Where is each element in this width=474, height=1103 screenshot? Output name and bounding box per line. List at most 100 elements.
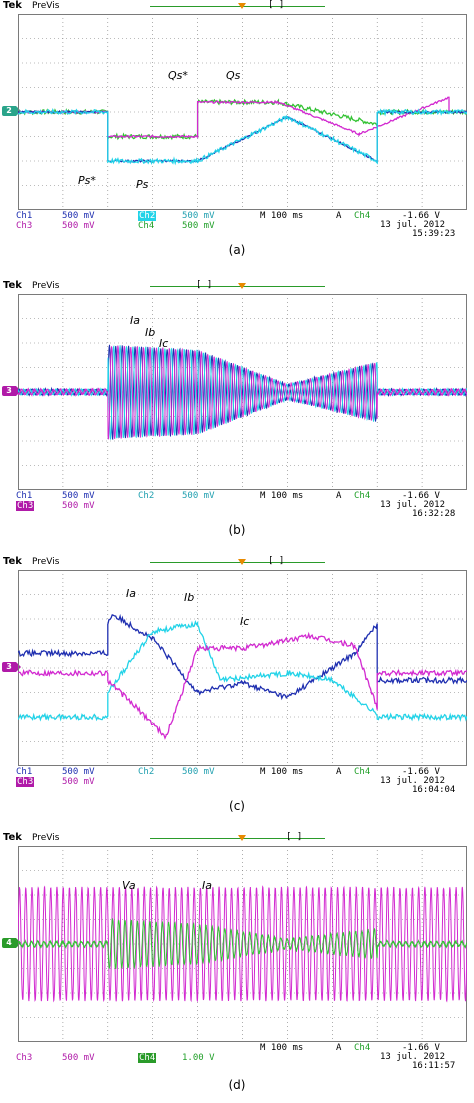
capture-date: 13 jul. 2012 [380,220,446,230]
record-bar [150,838,325,839]
panel-caption: (a) [228,243,246,257]
ch3-scale: 500 mV [62,501,95,511]
capture-time: 16:04:04 [412,785,456,795]
acq-mode: A [336,491,342,501]
previs-label: PreVis [32,1,60,11]
trigger-position-icon [238,835,246,841]
acq-mode: A [336,211,342,221]
series-trace-ia [18,613,467,701]
annotation-label: Qs* [168,69,188,82]
trigger-level: -1.66 V [402,491,440,501]
acq-mode: A [336,767,342,777]
ch2-scale: 500 mV [182,491,215,501]
panel-caption: (b) [228,523,246,537]
channel-marker: 3 [2,386,21,396]
annotation-label: Ia [202,879,212,892]
ch1-scale: 500 mV [62,767,95,777]
annotation-label: Ic [240,615,249,628]
capture-time: 15:39:23 [412,229,456,239]
annotation-label: Ps* [78,174,96,187]
scope-screen: Va Ia [18,846,467,1042]
waveform-plot: Va Ia [18,846,467,1042]
ch3-label: Ch3 [16,1053,33,1063]
scope-screen: Qs* Qs Ps* Ps [18,14,467,210]
previs-label: PreVis [32,557,60,567]
tek-logo: Tek [3,832,22,843]
waveform-plot: Ia Ib Ic [18,570,467,766]
trigger-channel: Ch4 [354,1043,371,1053]
ch2-label: Ch2 [138,211,157,221]
trigger-position-icon [238,283,246,289]
series-trace-ib [18,619,467,723]
annotation-label: Ia [130,314,140,327]
trigger-position-icon [238,3,246,9]
ch1-scale: 500 mV [62,491,95,501]
ch3-scale: 500 mV [62,221,95,231]
ch1-label: Ch1 [16,767,33,777]
scope-status-bar: Ch1 500 mV Ch2 500 mV M 100 ms A Ch4 -1.… [14,211,469,239]
series-trace-ib [18,345,467,441]
capture-date: 13 jul. 2012 [380,500,446,510]
channel-marker: 4 [2,938,21,948]
channel-marker: 2 [2,106,21,116]
series-trace-qs [18,98,467,141]
tek-logo: Tek [3,0,22,11]
record-window: [ ] [196,280,213,290]
channel-marker: 3 [2,662,21,672]
scope-header: Tek PreVis [ ] [0,280,474,294]
ch3-scale: 500 mV [62,777,95,787]
ch2-scale: 500 mV [182,767,215,777]
series-trace-ic [18,345,467,440]
scope-screen: Ia Ib Ic [18,570,467,766]
ch3-label: Ch3 [16,777,35,787]
trigger-channel: Ch4 [354,767,371,777]
scope-status-bar: Ch1 500 mV Ch2 500 mV M 100 ms A Ch4 -1.… [14,767,469,795]
annotation-label: Ia [126,587,136,600]
record-window: [ ] [268,0,285,10]
waveform-plot: Ia Ib Ic [18,294,467,490]
annotation-label: Va [122,879,136,892]
ch1-label: Ch1 [16,491,33,501]
trigger-level: -1.66 V [402,1043,440,1053]
scope-panel-c: Tek PreVis [ ] 3 Ia Ib Ic Ch1 500 mV Ch2 5… [0,556,474,824]
ch4-scale: 500 mV [182,221,215,231]
trigger-level: -1.66 V [402,211,440,221]
capture-date: 13 jul. 2012 [380,776,446,786]
capture-date: 13 jul. 2012 [380,1052,446,1062]
series-trace-ps [18,108,467,166]
panel-caption: (c) [229,799,245,813]
timebase: M 100 ms [260,491,304,501]
capture-time: 16:32:28 [412,509,456,519]
scope-header: Tek PreVis [ ] [0,832,474,846]
series-trace-ic [18,631,467,740]
panel-caption: (d) [228,1078,246,1092]
previs-label: PreVis [32,833,60,843]
scope-header: Tek PreVis [ ] [0,0,474,14]
record-bar [150,562,325,563]
annotation-label: Ib [145,326,155,339]
record-window: [ ] [268,556,285,566]
waveform-plot: Qs* Qs Ps* Ps [18,14,467,210]
scope-panel-a: Tek PreVis [ ] 2 Qs* Qs Ps* Ps Ch1 500 mV C… [0,0,474,275]
timebase: M 100 ms [260,767,304,777]
trigger-position-icon [238,559,246,565]
scope-status-bar: M 100 ms A Ch4 -1.66 V Ch3 500 mV Ch4 1.… [14,1043,469,1071]
ch4-label: Ch4 [138,221,155,231]
ch2-label: Ch2 [138,767,155,777]
series-trace-va [18,885,467,1003]
tek-logo: Tek [3,556,22,567]
timebase: M 100 ms [260,1043,304,1053]
annotation-label: Qs [226,69,241,82]
trigger-level: -1.66 V [402,767,440,777]
ch3-label: Ch3 [16,501,35,511]
ch2-label: Ch2 [138,491,155,501]
capture-time: 16:11:57 [412,1061,456,1071]
tek-logo: Tek [3,280,22,291]
ch4-scale: 1.00 V [182,1053,215,1063]
timebase: M 100 ms [260,211,304,221]
record-window: [ ] [286,832,303,842]
ch1-scale: 500 mV [62,211,95,221]
scope-panel-b: Tek PreVis [ ] 3 Ia Ib Ic Ch1 500 mV Ch2 5… [0,280,474,548]
ch3-label: Ch3 [16,221,33,231]
ch2-scale: 500 mV [182,211,215,221]
